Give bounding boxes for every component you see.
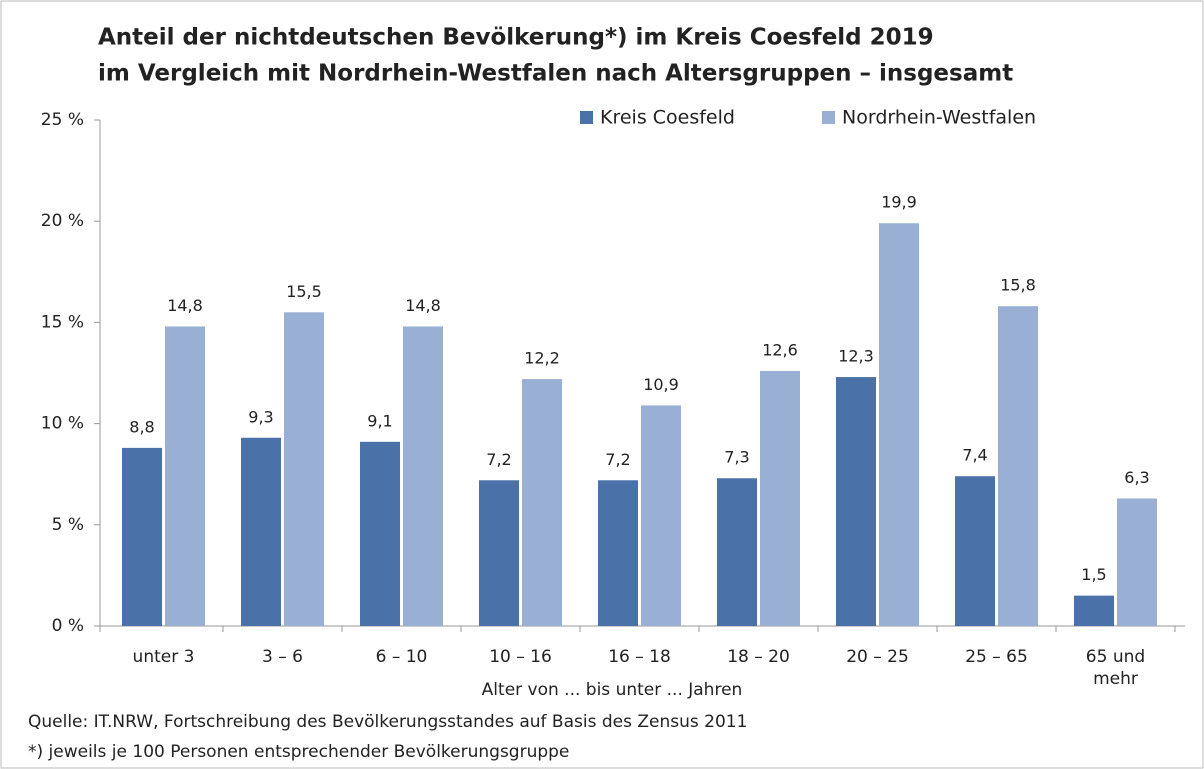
bar: [241, 437, 281, 626]
x-tick-label: 3 – 6: [262, 647, 303, 667]
footnote: *) jeweils je 100 Personen entsprechende…: [28, 742, 569, 762]
y-tick-label: 20 %: [41, 211, 84, 231]
bar: [1074, 595, 1114, 626]
x-tick-label: 20 – 25: [846, 647, 909, 667]
bar: [122, 447, 162, 626]
bar: [360, 441, 400, 626]
data-label: 14,8: [167, 296, 203, 315]
x-tick-label: 18 – 20: [727, 647, 790, 667]
chart-title: im Vergleich mit Nordrhein-Westfalen nac…: [98, 61, 1013, 87]
x-tick-label: 6 – 10: [375, 647, 428, 667]
chart-title: Anteil der nichtdeutschen Bevölkerung*) …: [98, 25, 934, 51]
bar: [717, 478, 757, 626]
data-label: 7,2: [486, 450, 511, 469]
y-tick-label: 5 %: [52, 515, 84, 535]
x-tick-label: 16 – 18: [608, 647, 671, 667]
data-label: 9,3: [248, 407, 273, 426]
bar: [836, 377, 876, 626]
bar: [479, 480, 519, 626]
bar: [955, 476, 995, 626]
source-note: Quelle: IT.NRW, Fortschreibung des Bevöl…: [28, 712, 747, 732]
bar: [522, 379, 562, 626]
data-label: 8,8: [129, 417, 154, 436]
bar: [598, 480, 638, 626]
y-tick-label: 25 %: [41, 110, 84, 130]
legend-swatch: [822, 111, 835, 124]
y-tick-label: 0 %: [52, 616, 84, 636]
data-label: 15,5: [286, 282, 322, 301]
bar: [760, 370, 800, 626]
x-tick-label: 65 und mehr: [1085, 647, 1146, 689]
data-label: 10,9: [643, 375, 679, 394]
x-axis-label: Alter von ... bis unter ... Jahren: [482, 680, 743, 700]
data-label: 12,3: [838, 347, 874, 366]
bar: [403, 326, 443, 626]
data-label: 14,8: [405, 296, 441, 315]
y-tick-label: 15 %: [41, 312, 84, 332]
bar: [284, 312, 324, 626]
legend-label: Nordrhein-Westfalen: [842, 107, 1036, 129]
data-label: 1,5: [1081, 565, 1106, 584]
legend-label: Kreis Coesfeld: [600, 107, 735, 129]
data-label: 15,8: [1000, 276, 1036, 295]
x-tick-label: unter 3: [132, 647, 195, 667]
data-label: 19,9: [881, 193, 917, 212]
bar: [1117, 498, 1157, 626]
x-tick-label: 10 – 16: [489, 647, 552, 667]
legend-swatch: [580, 111, 593, 124]
bar: [879, 223, 919, 626]
data-label: 7,4: [962, 446, 987, 465]
data-label: 9,1: [367, 411, 392, 430]
x-tick-label: 25 – 65: [965, 647, 1028, 667]
bar: [998, 306, 1038, 626]
data-label: 7,2: [605, 450, 630, 469]
data-label: 12,6: [762, 340, 798, 359]
data-label: 7,3: [724, 448, 749, 467]
data-label: 6,3: [1124, 468, 1149, 487]
y-tick-label: 10 %: [41, 414, 84, 434]
bar: [165, 326, 205, 626]
bar: [641, 405, 681, 626]
data-label: 12,2: [524, 349, 560, 368]
